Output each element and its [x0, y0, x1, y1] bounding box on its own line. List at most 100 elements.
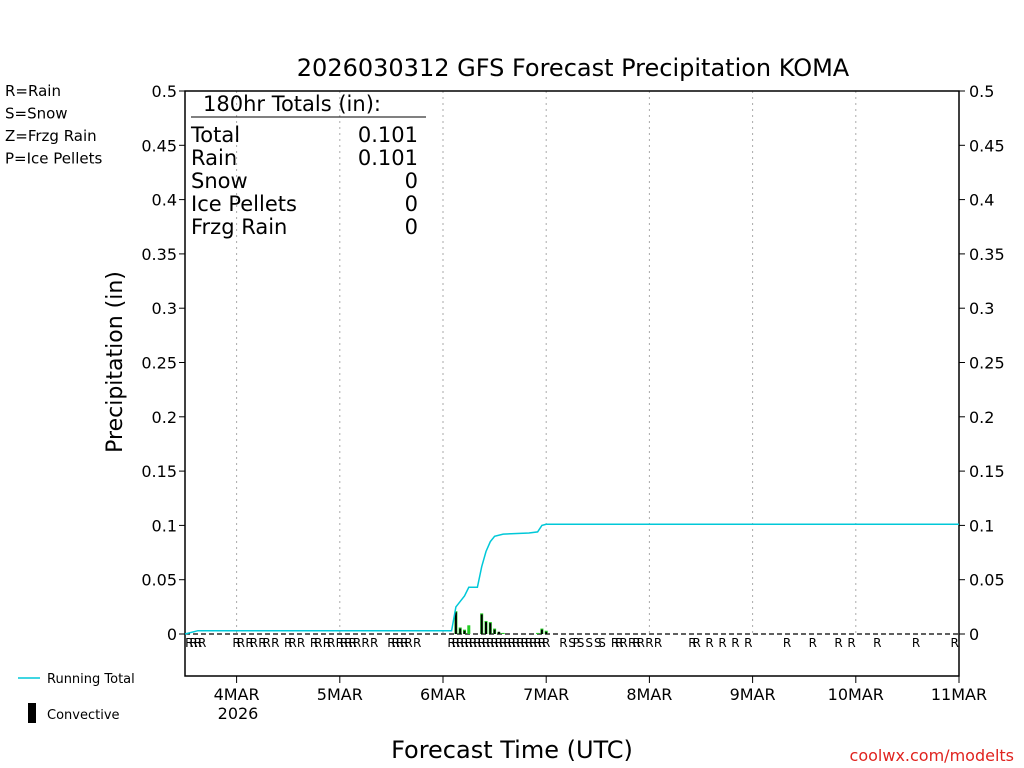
precip-type-mark: R	[482, 636, 490, 650]
precip-type-mark: R	[499, 636, 507, 650]
y-tick-label: 0.25	[141, 354, 177, 373]
y-tick-label: 0.1	[152, 516, 177, 535]
precip-type-mark: R	[370, 636, 378, 650]
y-tick-label-right: 0.5	[969, 82, 994, 101]
precip-type-mark: R	[237, 636, 245, 650]
precip-type-mark: R	[349, 636, 357, 650]
x-tick-label: 11MAR	[931, 685, 987, 704]
precip-type-mark: R	[198, 636, 206, 650]
precip-type-mark: R	[783, 636, 791, 650]
x-axis: 4MAR 5MAR 6MAR 7MAR 8MAR 9MAR 10MAR 11MAR	[214, 676, 987, 704]
precip-type-mark: R	[413, 636, 421, 650]
y-tick-label: 0.4	[152, 191, 177, 210]
credit-text: coolwx.com/modelts	[850, 746, 1014, 765]
precip-type-mark: R	[469, 636, 477, 650]
precip-legend-item: S=Snow	[5, 105, 68, 123]
precip-type-mark: R	[705, 636, 713, 650]
precip-bars	[454, 611, 548, 634]
precip-type-mark: R	[912, 636, 920, 650]
y-axis-left: 0 0.05 0.1 0.15 0.2 0.25 0.3 0.35 0.4 0.45 0.5	[141, 82, 185, 644]
totals-row-value: 0	[405, 169, 418, 193]
convective-bar	[493, 629, 496, 634]
precip-type-mark: R	[654, 636, 662, 650]
convective-bar	[489, 623, 492, 634]
precip-type-mark: R	[447, 636, 455, 650]
y-tick-label-right: 0.45	[969, 136, 1005, 155]
precip-type-mark: R	[189, 636, 197, 650]
totals-row-label: Ice Pellets	[191, 192, 297, 216]
totals-row-value: 0	[405, 215, 418, 239]
y-tick-label: 0.3	[152, 299, 177, 318]
precip-type-mark: S	[585, 636, 593, 650]
precip-type-mark: R	[521, 636, 529, 650]
precip-type-mark: R	[323, 636, 331, 650]
y-tick-label-right: 0.25	[969, 354, 1005, 373]
precip-type-mark: R	[473, 636, 481, 650]
y-axis-title: Precipitation (in)	[103, 271, 128, 453]
precip-type-mark: R	[245, 636, 253, 650]
convective-bar	[497, 631, 500, 634]
precip-type-mark: R	[185, 636, 193, 650]
precip-type-mark: R	[731, 636, 739, 650]
precip-type-mark: R	[542, 636, 550, 650]
precip-type-mark: R	[744, 636, 752, 650]
precip-type-mark: R	[258, 636, 266, 650]
precip-type-mark: R	[951, 636, 959, 650]
running-total-legend-label: Running Total	[47, 672, 135, 687]
precip-type-mark: R	[809, 636, 817, 650]
precip-type-mark: R	[490, 636, 498, 650]
y-tick-label-right: 0.35	[969, 245, 1005, 264]
precip-type-mark: R	[529, 636, 537, 650]
convective-bar	[463, 630, 466, 634]
convective-bar	[459, 628, 462, 634]
totals-row-value: 0	[405, 192, 418, 216]
precip-type-mark: R	[314, 636, 322, 650]
y-tick-label: 0.2	[152, 408, 177, 427]
precip-type-mark: R	[512, 636, 520, 650]
precip-type-mark: R	[400, 636, 408, 650]
precip-type-mark: R	[361, 636, 369, 650]
precip-type-mark: R	[284, 636, 292, 650]
precip-type-mark: R	[847, 636, 855, 650]
precip-legend-item: P=Ice Pellets	[5, 150, 102, 168]
precip-type-mark: S	[568, 636, 576, 650]
totals-row-value: 0.101	[358, 146, 418, 170]
y-tick-label: 0	[167, 625, 177, 644]
precip-type-mark: R	[525, 636, 533, 650]
precip-type-mark: R	[263, 636, 271, 650]
y-tick-label: 0.45	[141, 136, 177, 155]
convective-bar	[454, 612, 457, 634]
precip-type-mark: R	[387, 636, 395, 650]
precip-bar	[536, 632, 540, 634]
convective-legend-swatch	[28, 703, 36, 723]
precip-type-mark: R	[508, 636, 516, 650]
precip-legend-item: R=Rain	[5, 82, 61, 100]
precip-type-mark: R	[632, 636, 640, 650]
series-legend: Running Total Convective	[18, 672, 135, 723]
running-total-line	[184, 523, 959, 635]
precip-type-mark: R	[495, 636, 503, 650]
precip-type-mark: R	[533, 636, 541, 650]
totals-header: 180hr Totals (in):	[203, 92, 381, 116]
precip-type-mark: S	[577, 636, 585, 650]
precip-type-mark: R	[404, 636, 412, 650]
convective-legend-label: Convective	[47, 708, 120, 723]
precip-type-mark: R	[340, 636, 348, 650]
precip-type-mark: R	[611, 636, 619, 650]
x-tick-label: 8MAR	[626, 685, 672, 704]
convective-bar	[545, 631, 548, 634]
y-tick-label-right: 0.3	[969, 299, 994, 318]
precip-type-mark: R	[392, 636, 400, 650]
precip-type-mark: S	[594, 636, 602, 650]
precip-type-mark: P	[573, 636, 580, 650]
convective-bars	[454, 612, 548, 634]
precip-type-mark: R	[232, 636, 240, 650]
x-tick-label: 5MAR	[317, 685, 363, 704]
precip-type-mark: R	[353, 636, 361, 650]
precip-type-mark: R	[327, 636, 335, 650]
precip-type-mark: R	[271, 636, 279, 650]
convective-bar	[540, 629, 543, 634]
y-tick-label-right: 0	[969, 625, 979, 644]
precip-type-mark: R	[718, 636, 726, 650]
precip-type-mark: R	[478, 636, 486, 650]
